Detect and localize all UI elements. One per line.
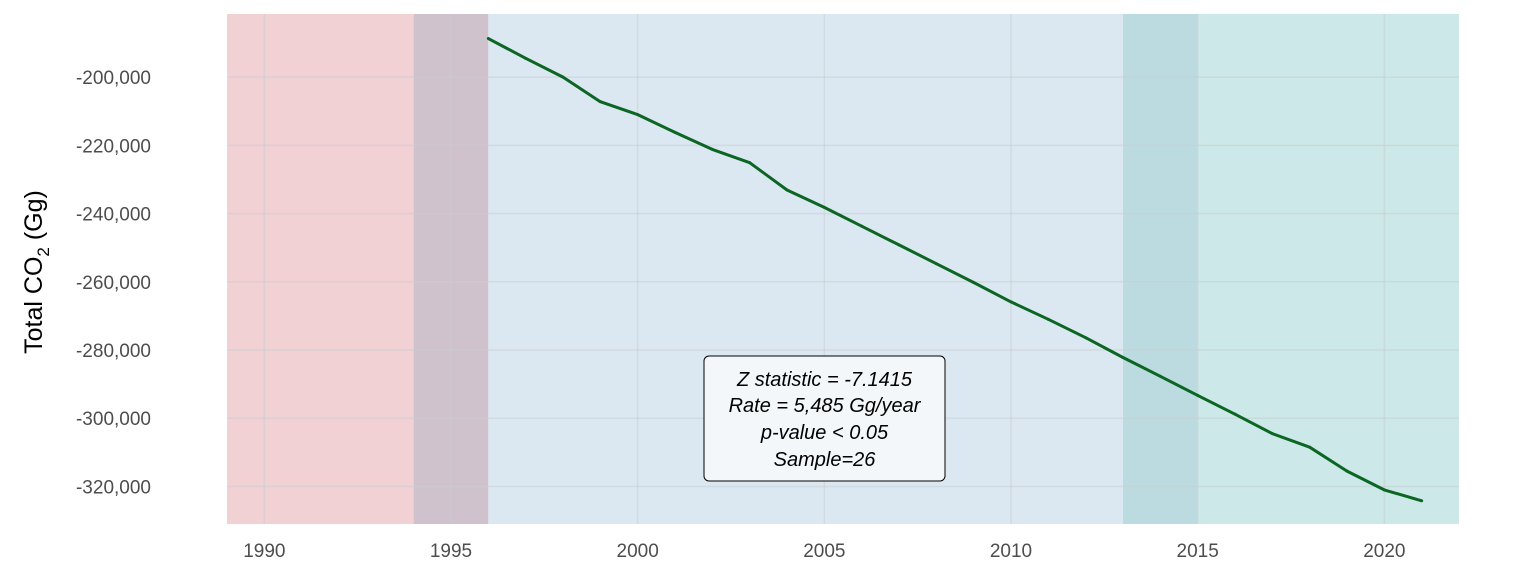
- data-point-2019: [1345, 469, 1349, 473]
- data-point-2016: [1233, 412, 1237, 416]
- data-point-2005: [822, 205, 826, 209]
- annotation-line-3: p-value < 0.05: [760, 422, 889, 444]
- data-point-2020: [1382, 488, 1386, 492]
- x-tick-label: 2000: [617, 541, 659, 562]
- band-1989-1994: [227, 14, 414, 524]
- y-tick-label: -320,000: [76, 477, 151, 498]
- data-point-2008: [934, 262, 938, 266]
- data-point-2004: [785, 188, 789, 192]
- stats-annotation-box: [703, 355, 946, 482]
- band-2013-2015: [1123, 14, 1198, 524]
- annotation-line-1: Z statistic = -7.1415: [736, 369, 913, 391]
- y-axis-ticks: -200,000 -220,000 -240,000 -260,000 -280,000…: [76, 68, 151, 498]
- data-point-2017: [1270, 432, 1274, 436]
- x-tick-label: 2005: [803, 541, 845, 562]
- data-point-2003: [748, 161, 752, 165]
- y-tick-label: -300,000: [76, 409, 151, 430]
- series-line: [487, 37, 1423, 503]
- data-point-2011: [1046, 317, 1050, 321]
- data-point-2009: [972, 280, 976, 284]
- y-axis-label-subscript: 2: [34, 247, 53, 256]
- y-tick-label: -260,000: [76, 273, 151, 294]
- data-point-2006: [860, 224, 864, 228]
- x-axis-ticks: 1990 1995 2000 2005 2010 2015 2020: [243, 541, 1405, 562]
- annotation-line-2: Rate = 5,485 Gg/year: [729, 395, 922, 417]
- x-tick-label: 1995: [430, 541, 472, 562]
- data-point-2021: [1420, 499, 1424, 503]
- data-point-1999: [598, 100, 602, 104]
- y-tick-label: -220,000: [76, 136, 151, 157]
- data-point-1998: [561, 75, 565, 79]
- data-point-2014: [1158, 374, 1162, 378]
- data-point-2002: [710, 147, 714, 151]
- y-axis-label: Total CO2 (Gg): [20, 190, 53, 354]
- band-2015-2022: [1197, 14, 1459, 524]
- data-point-2000: [636, 113, 640, 117]
- data-point-2013: [1121, 356, 1125, 360]
- annotation-line-4: Sample=26: [774, 449, 877, 471]
- data-point-2001: [673, 130, 677, 134]
- data-point-2018: [1308, 445, 1312, 449]
- y-tick-label: -200,000: [76, 68, 151, 89]
- y-tick-label: -240,000: [76, 205, 151, 226]
- data-point-1996: [486, 37, 490, 41]
- stats-annotation: Z statistic = -7.1415 Rate = 5,485 Gg/ye…: [703, 355, 946, 482]
- x-tick-label: 2010: [990, 541, 1032, 562]
- data-point-2010: [1009, 300, 1013, 304]
- x-tick-label: 1990: [243, 541, 285, 562]
- y-axis-label-unit: (Gg): [20, 190, 48, 247]
- data-point-2012: [1084, 336, 1088, 340]
- x-tick-label: 2020: [1363, 541, 1405, 562]
- y-axis-label-main: Total CO: [20, 257, 48, 354]
- gridlines: [227, 14, 1459, 524]
- series-points: [486, 37, 1424, 503]
- data-point-2007: [897, 243, 901, 247]
- data-point-2015: [1196, 393, 1200, 397]
- x-tick-label: 2015: [1177, 541, 1219, 562]
- data-point-1997: [524, 56, 528, 60]
- y-tick-label: -280,000: [76, 341, 151, 362]
